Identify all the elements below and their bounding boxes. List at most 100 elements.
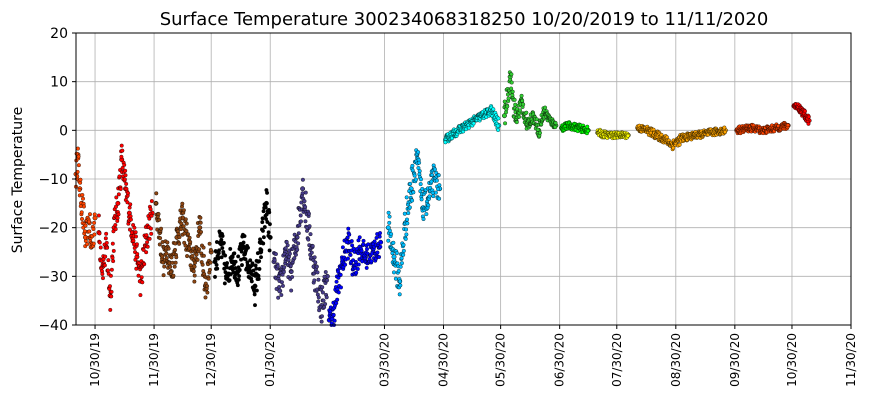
data-point: [145, 240, 150, 245]
data-point: [315, 270, 320, 275]
data-point: [390, 251, 395, 256]
data-point: [335, 297, 340, 302]
x-tick-label: 09/30/20: [728, 333, 742, 387]
data-point: [346, 226, 351, 231]
grid-lines: [76, 32, 852, 326]
data-point: [336, 290, 341, 295]
data-point: [232, 251, 237, 256]
data-point: [316, 277, 321, 282]
data-point: [149, 199, 154, 204]
data-point: [437, 183, 442, 188]
data-point: [126, 191, 131, 196]
data-point: [355, 266, 360, 271]
data-point: [96, 213, 101, 218]
data-point: [132, 225, 137, 230]
data-point: [142, 262, 147, 267]
data-point: [314, 264, 319, 269]
data-point: [197, 225, 203, 231]
series-13: [791, 102, 812, 126]
data-point: [418, 177, 423, 182]
data-point: [266, 230, 271, 235]
data-point: [391, 240, 396, 245]
data-point: [351, 258, 356, 263]
data-point: [78, 177, 83, 182]
data-point: [139, 275, 144, 280]
data-point: [228, 246, 233, 251]
data-point: [261, 235, 266, 240]
data-point: [260, 228, 265, 233]
data-point: [405, 221, 410, 226]
data-point: [108, 307, 113, 312]
data-point: [243, 257, 248, 262]
data-point: [509, 80, 514, 85]
data-point: [343, 262, 348, 267]
x-tick-label: 01/30/20: [263, 333, 277, 387]
data-point: [177, 235, 182, 240]
data-point: [303, 204, 308, 209]
data-point: [79, 210, 84, 215]
data-point: [191, 246, 196, 251]
data-point: [147, 216, 152, 221]
data-point: [300, 177, 305, 182]
data-point: [303, 219, 308, 224]
data-point: [106, 268, 111, 273]
data-point: [92, 232, 97, 237]
data-point: [118, 186, 123, 191]
data-point: [496, 116, 501, 121]
data-point: [320, 290, 325, 295]
data-point: [222, 281, 227, 286]
series-2: [153, 191, 214, 300]
data-point: [172, 264, 177, 269]
data-point: [122, 162, 127, 167]
data-point: [180, 201, 185, 206]
data-point: [178, 216, 183, 221]
data-point: [356, 262, 361, 267]
data-point: [161, 273, 166, 278]
data-point: [195, 257, 200, 262]
data-point: [140, 280, 145, 285]
data-point: [399, 261, 404, 266]
data-point: [136, 273, 141, 278]
data-point: [502, 99, 507, 104]
data-point: [406, 211, 411, 216]
data-point: [114, 195, 119, 200]
data-point: [520, 98, 525, 103]
data-point: [338, 272, 343, 277]
plot-frame: [75, 32, 852, 326]
data-point: [194, 252, 199, 257]
data-point: [127, 205, 132, 210]
data-point: [215, 266, 220, 271]
data-point: [205, 284, 210, 289]
data-point: [133, 257, 138, 262]
data-point: [519, 93, 524, 98]
data-point: [429, 179, 434, 184]
data-point: [251, 268, 256, 273]
data-point: [505, 104, 510, 109]
data-point: [625, 133, 630, 138]
data-point: [375, 250, 380, 255]
data-point: [174, 255, 179, 260]
data-point: [109, 294, 114, 299]
data-point: [334, 301, 339, 306]
data-point: [250, 261, 255, 266]
data-point: [297, 223, 302, 228]
data-point: [331, 312, 336, 317]
data-point: [160, 254, 165, 259]
data-point: [235, 283, 240, 288]
data-point: [135, 252, 140, 256]
data-point: [171, 273, 176, 278]
data-point: [145, 244, 150, 249]
data-point: [401, 242, 406, 247]
data-point: [339, 285, 343, 290]
data-point: [253, 303, 257, 308]
data-point: [119, 154, 124, 159]
data-point: [106, 258, 111, 263]
data-point: [105, 245, 110, 250]
data-point: [300, 191, 305, 196]
y-tick-label: 0: [59, 123, 68, 139]
data-point: [399, 256, 404, 261]
data-point: [141, 247, 146, 252]
data-point: [466, 125, 471, 130]
data-point: [553, 125, 558, 130]
data-point: [357, 235, 362, 240]
